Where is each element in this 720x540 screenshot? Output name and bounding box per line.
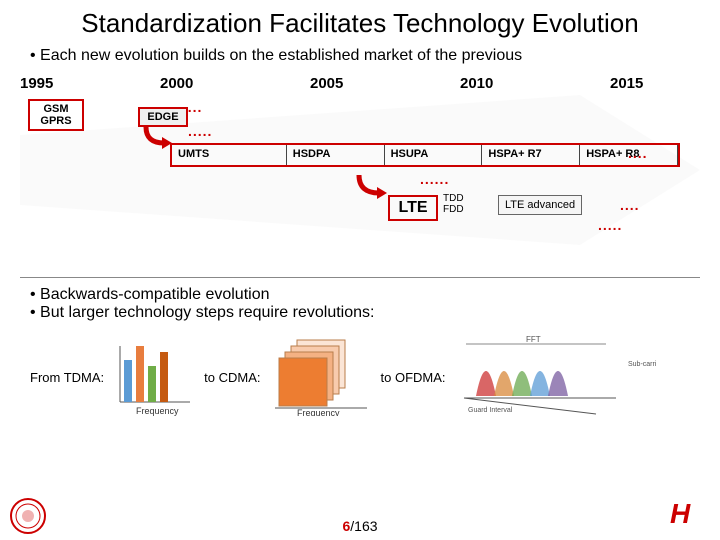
svg-text:Guard Interval: Guard Interval <box>468 407 513 414</box>
fdd-label: FDD <box>443 204 464 215</box>
continuation-dots: .... <box>628 145 648 161</box>
bullet-backwards: Backwards-compatible evolution <box>30 286 690 304</box>
intro-bullet: Each new evolution builds on the establi… <box>0 43 720 75</box>
mid-bullets: Backwards-compatible evolution But large… <box>0 280 720 328</box>
gsm-box: GSM GPRS <box>28 99 84 131</box>
cdma-diagram: Frequency <box>271 338 371 416</box>
page-total: 163 <box>354 518 377 534</box>
gsm-label: GSM <box>34 103 78 115</box>
bullet-revolutions: But larger technology steps require revo… <box>30 304 690 322</box>
gprs-label: GPRS <box>34 115 78 127</box>
hsdpa-label: HSDPA <box>287 145 385 165</box>
timeline-diagram: 1995 2000 2005 2010 2015 GSM GPRS ..... … <box>20 75 700 275</box>
year-label: 2005 <box>310 75 343 92</box>
page-title: Standardization Facilitates Technology E… <box>0 0 720 43</box>
year-row: 1995 2000 2005 2010 2015 <box>20 75 700 95</box>
tdma-label: From TDMA: <box>30 370 104 385</box>
tdma-diagram: Frequency <box>114 338 194 416</box>
continuation-dots: ..... <box>598 217 622 233</box>
svg-text:Frequency: Frequency <box>297 408 340 416</box>
svg-text:FFT: FFT <box>526 336 541 344</box>
year-label: 2000 <box>160 75 193 92</box>
year-label: 2015 <box>610 75 643 92</box>
lte-box: LTE <box>388 195 438 221</box>
evolution-arrow-icon <box>355 173 389 199</box>
cdma-label: to CDMA: <box>204 370 260 385</box>
year-label: 2010 <box>460 75 493 92</box>
svg-text:Sub-carriers: Sub-carriers <box>628 361 656 368</box>
tdd-label: TDD <box>443 193 464 204</box>
lte-modes: TDD FDD <box>443 193 464 215</box>
umts-row: UMTS HSDPA HSUPA HSPA+ R7 HSPA+ R8 <box>170 143 680 167</box>
umts-label: UMTS <box>172 145 287 165</box>
continuation-dots: ..... <box>188 123 212 139</box>
hspa-r7-label: HSPA+ R7 <box>482 145 580 165</box>
hsupa-label: HSUPA <box>385 145 483 165</box>
edge-box: EDGE <box>138 107 188 127</box>
access-tech-row: From TDMA: Frequency to CDMA: Frequency … <box>0 328 720 426</box>
divider <box>20 277 700 278</box>
continuation-dots: ...... <box>420 171 449 187</box>
ofdma-label: to OFDMA: <box>381 370 446 385</box>
year-label: 1995 <box>20 75 53 92</box>
lte-advanced-box: LTE advanced <box>498 195 582 215</box>
page-footer: 6/163 <box>0 518 720 534</box>
continuation-dots: .... <box>620 197 640 213</box>
svg-text:Frequency: Frequency <box>136 406 179 416</box>
ofdma-diagram: FFT Sub-carriers Guard Interval <box>456 336 656 418</box>
